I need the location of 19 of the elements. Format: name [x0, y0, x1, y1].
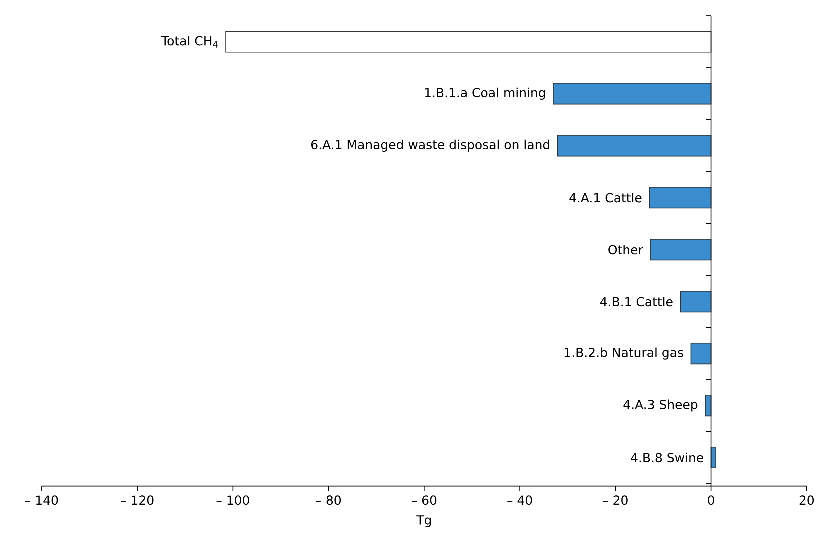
x-tick-label: – 60	[412, 496, 437, 505]
y-tick-label: Other	[608, 244, 644, 255]
x-tick-label: – 20	[603, 496, 628, 505]
y-tick-label: 4.A.3 Sheep	[624, 400, 698, 412]
x-tick-label: – 140	[26, 496, 58, 505]
x-tick-label: 0	[708, 496, 714, 505]
x-axis-title: Tg	[416, 516, 432, 528]
y-tick-label: Total CH$_{4}$	[162, 36, 218, 48]
y-tick-label: 1.B.1.a Coal mining	[425, 88, 546, 100]
x-tick-label: – 120	[121, 496, 154, 505]
x-tick-label: – 40	[508, 496, 532, 505]
y-tick-label: 4.B.1 Cattle	[600, 296, 673, 307]
x-tick-label: – 100	[216, 496, 250, 505]
y-tick-label: 6.A.1 Managed waste disposal on land	[311, 140, 550, 152]
y-tick-label: 4.A.1 Cattle	[570, 192, 642, 203]
y-tick-label: 4.B.8 Swine	[631, 452, 704, 462]
x-tick-label: 20	[800, 496, 814, 505]
y-tick-label: 1.B.2.b Natural gas	[565, 348, 684, 360]
x-tick-label: – 80	[316, 496, 342, 505]
